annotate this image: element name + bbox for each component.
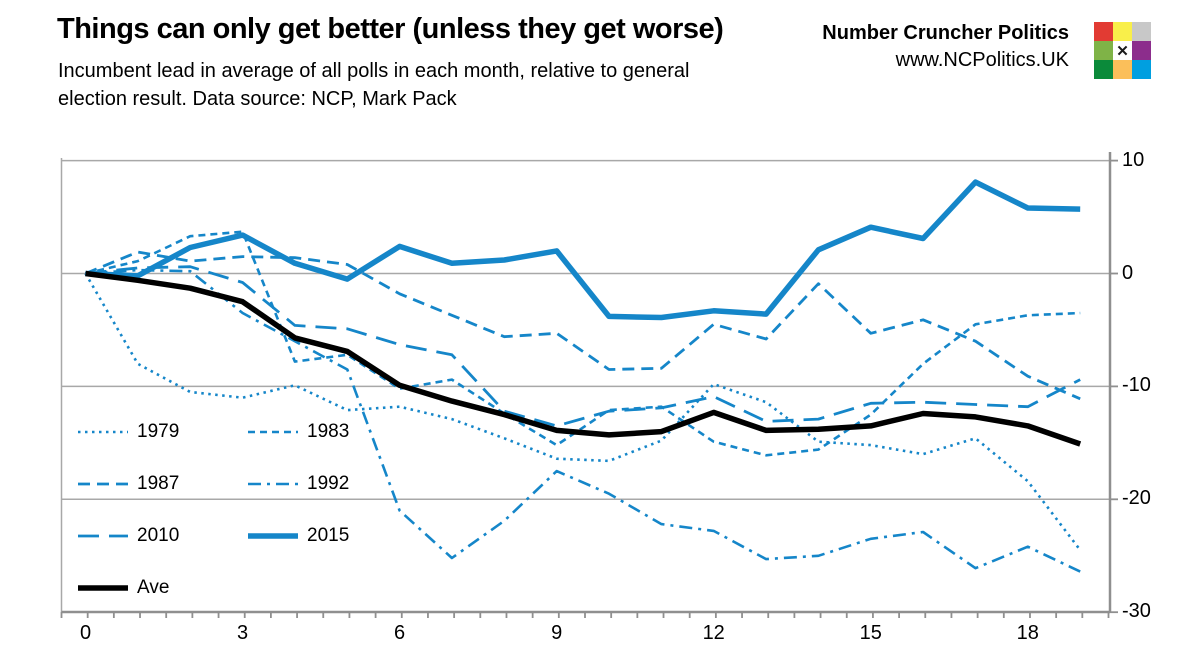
yellow-square: [1113, 22, 1132, 41]
red-square: [1094, 22, 1113, 41]
legend-swatch-solid-black: [78, 585, 128, 591]
series-line-2015: [85, 179, 1081, 321]
legend-item-2015: 2015: [248, 523, 349, 549]
legend-swatch-dash-dot: [248, 482, 298, 486]
y-tick-label--30: -30: [1122, 600, 1151, 623]
brand-block: Number Cruncher Politics www.NCPolitics.…: [822, 20, 1069, 74]
x-tick-label-0: 0: [79, 622, 92, 644]
page-title: Things can only get better (unless they …: [57, 13, 724, 45]
blue-square: [1132, 60, 1151, 79]
x-tick-label-6: 6: [394, 622, 406, 644]
purple-square: [1132, 41, 1151, 60]
legend-item-1979: 1979: [78, 419, 179, 445]
legend-swatch-dotted: [78, 430, 128, 434]
series-line-2010: [85, 265, 1081, 428]
y-tick-label-0: 0: [1122, 261, 1134, 284]
series-line-1983: [85, 230, 1081, 457]
legend-label: 1983: [307, 421, 350, 442]
ncp-logo: ✕: [1094, 22, 1151, 79]
y-tick-label--10: -10: [1122, 374, 1151, 397]
legend-swatch-medium-dash: [78, 482, 128, 486]
amber-square: [1113, 60, 1132, 79]
x-tick-label-18: 18: [1016, 622, 1039, 644]
series-line-1992: [85, 268, 1081, 573]
legend-label: 2015: [307, 525, 350, 546]
legend-label: 1987: [137, 473, 180, 494]
legend-item-2010: 2010: [78, 523, 179, 549]
legend-label: 2010: [137, 525, 180, 546]
chart-subtitle-line-1: Incumbent lead in average of all polls i…: [58, 60, 690, 82]
legend-item-1983: 1983: [248, 419, 349, 445]
chart-subtitle: Incumbent lead in average of all polls i…: [58, 57, 690, 113]
x-tick-label-12: 12: [702, 622, 725, 644]
x-tick-label-15: 15: [859, 622, 882, 644]
series-line-Ave: [85, 270, 1082, 447]
chart-subtitle-line-2: election result. Data source: NCP, Mark …: [58, 88, 457, 110]
dark-green-square: [1094, 60, 1113, 79]
light-green-square: [1094, 41, 1113, 60]
x-tick-label-9: 9: [551, 622, 563, 644]
series-line-1987: [84, 250, 1081, 401]
legend-item-1992: 1992: [248, 471, 349, 497]
brand-url-link[interactable]: www.NCPolitics.UK: [895, 49, 1069, 71]
gray-square: [1132, 22, 1151, 41]
brand-name: Number Cruncher Politics: [822, 22, 1069, 44]
y-tick-label--20: -20: [1122, 487, 1151, 510]
x-tick-label-3: 3: [236, 622, 249, 644]
y-tick-label-10: 10: [1122, 148, 1145, 171]
legend-label: Ave: [137, 577, 170, 598]
series-line-1979: [84, 272, 1082, 551]
legend-label: 1992: [307, 473, 350, 494]
legend-swatch-short-dash: [248, 430, 298, 434]
legend-item-1987: 1987: [78, 471, 179, 497]
legend-swatch-long-dash: [78, 534, 128, 538]
legend-item-ave: Ave: [78, 575, 169, 601]
x-square: ✕: [1113, 41, 1132, 60]
legend-label: 1979: [137, 421, 180, 442]
legend-swatch-solid-blue: [248, 533, 298, 539]
